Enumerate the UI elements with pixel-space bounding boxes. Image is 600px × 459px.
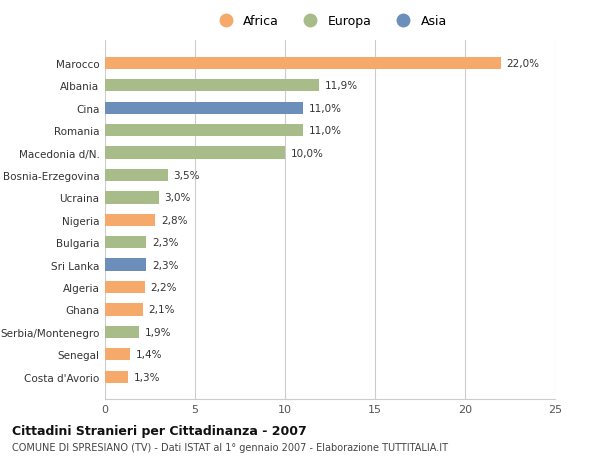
- Text: 3,0%: 3,0%: [164, 193, 191, 203]
- Bar: [105, 80, 319, 92]
- Bar: [105, 236, 146, 249]
- Bar: [105, 147, 285, 159]
- Text: 11,9%: 11,9%: [325, 81, 358, 91]
- Text: 2,3%: 2,3%: [152, 260, 178, 270]
- Text: 10,0%: 10,0%: [290, 148, 323, 158]
- Bar: [105, 102, 303, 115]
- Bar: [105, 304, 143, 316]
- Bar: [105, 192, 159, 204]
- Bar: [105, 259, 146, 271]
- Text: 1,9%: 1,9%: [145, 327, 171, 337]
- Text: 2,3%: 2,3%: [152, 238, 178, 248]
- Text: 2,1%: 2,1%: [148, 305, 175, 315]
- Bar: [105, 281, 145, 294]
- Bar: [105, 169, 168, 182]
- Text: 1,4%: 1,4%: [136, 350, 162, 359]
- Bar: [105, 348, 130, 361]
- Bar: [105, 57, 501, 70]
- Bar: [105, 125, 303, 137]
- Text: 2,2%: 2,2%: [150, 282, 176, 292]
- Bar: [105, 371, 128, 383]
- Text: 11,0%: 11,0%: [308, 126, 341, 136]
- Bar: [105, 214, 155, 226]
- Text: 1,3%: 1,3%: [134, 372, 160, 382]
- Text: 2,8%: 2,8%: [161, 215, 187, 225]
- Text: 11,0%: 11,0%: [308, 103, 341, 113]
- Bar: [105, 326, 139, 338]
- Text: 3,5%: 3,5%: [173, 171, 200, 180]
- Text: COMUNE DI SPRESIANO (TV) - Dati ISTAT al 1° gennaio 2007 - Elaborazione TUTTITAL: COMUNE DI SPRESIANO (TV) - Dati ISTAT al…: [12, 442, 448, 452]
- Text: Cittadini Stranieri per Cittadinanza - 2007: Cittadini Stranieri per Cittadinanza - 2…: [12, 425, 307, 437]
- Legend: Africa, Europa, Asia: Africa, Europa, Asia: [213, 15, 447, 28]
- Text: 22,0%: 22,0%: [506, 59, 539, 69]
